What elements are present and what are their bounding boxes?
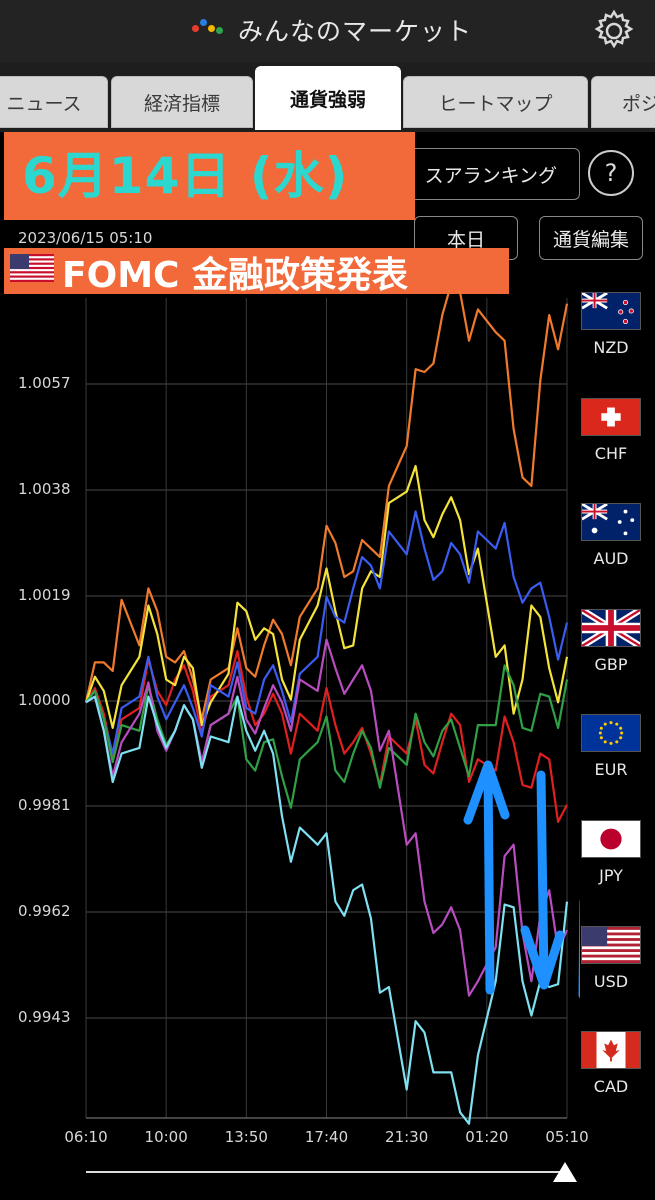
app-logo-icon	[190, 19, 226, 39]
currency-item-gbp[interactable]: GBP	[580, 609, 642, 674]
au-flag-icon	[581, 503, 641, 541]
date-banner	[4, 132, 415, 220]
us-flag-icon	[581, 926, 641, 964]
tab-label: ポジ	[622, 92, 655, 115]
x-tick-label: 21:30	[385, 1128, 429, 1146]
tab-economic-indicators[interactable]: 経済指標	[111, 76, 253, 128]
currency-code: GBP	[594, 655, 628, 674]
timestamp: 2023/06/15 05:10	[18, 229, 153, 247]
event-banner	[4, 248, 509, 294]
us-flag-icon	[10, 254, 54, 282]
x-tick-label: 17:40	[304, 1128, 349, 1146]
tab-positions[interactable]: ポジ	[591, 76, 655, 128]
x-tick-label: 13:50	[224, 1128, 268, 1146]
series-line-aud	[84, 464, 569, 729]
x-tick-label: 01:20	[465, 1128, 509, 1146]
currency-code: EUR	[594, 760, 628, 779]
nz-flag-icon	[581, 292, 641, 330]
series-line-cad	[85, 695, 569, 1125]
currency-item-cad[interactable]: CAD	[580, 1031, 642, 1096]
currency-item-jpy[interactable]: JPY	[580, 820, 642, 885]
tab-label: ニュース	[6, 92, 82, 115]
series-line-gbp	[85, 510, 569, 755]
y-tick-label: 0.9962	[18, 902, 71, 920]
x-tick-label: 06:10	[64, 1128, 108, 1146]
time-slider-track[interactable]	[86, 1171, 566, 1173]
currency-code: CAD	[593, 1077, 629, 1096]
eu-flag-icon	[581, 714, 641, 752]
edit-currencies-label: 通貨編集	[552, 228, 629, 251]
ranking-label: スアランキング	[424, 164, 557, 187]
y-tick-label: 1.0057	[18, 374, 71, 392]
date-label: 6月14日 (水)	[22, 147, 349, 205]
app-title: みんなのマーケット	[238, 17, 473, 46]
y-tick-label: 0.9943	[18, 1008, 71, 1026]
tab-heatmap[interactable]: ヒートマップ	[403, 76, 588, 128]
y-tick-label: 1.0000	[18, 691, 71, 709]
currency-strength-chart	[84, 290, 580, 1125]
gb-flag-icon	[581, 609, 641, 647]
y-tick-label: 0.9981	[18, 796, 71, 814]
y-tick-label: 1.0038	[18, 480, 71, 498]
app-header: みんなのマーケット	[0, 0, 655, 62]
help-button[interactable]: ?	[588, 150, 634, 196]
currency-code: USD	[593, 972, 629, 991]
currency-item-nzd[interactable]: NZD	[580, 292, 642, 357]
currency-item-usd[interactable]: USD	[580, 926, 642, 991]
gear-icon[interactable]	[591, 8, 637, 54]
edit-currencies-button[interactable]: 通貨編集	[539, 216, 643, 260]
event-label: FOMC 金融政策発表	[62, 255, 408, 296]
ca-flag-icon	[581, 1031, 641, 1069]
tab-news[interactable]: ニュース	[0, 76, 108, 128]
help-icon: ?	[604, 159, 618, 187]
currency-item-eur[interactable]: EUR	[580, 714, 642, 779]
x-tick-label: 10:00	[144, 1128, 188, 1146]
currency-item-aud[interactable]: AUD	[580, 503, 642, 568]
tab-label: 経済指標	[143, 92, 220, 115]
up-arrow-annotation	[463, 760, 510, 995]
period-label: 本日	[446, 228, 485, 251]
down-arrow-annotation	[520, 770, 565, 990]
series-line-nzd	[84, 290, 569, 721]
currency-item-chf[interactable]: CHF	[580, 398, 642, 463]
currency-code: CHF	[594, 444, 628, 463]
tab-currency-strength[interactable]: 通貨強弱	[255, 66, 401, 130]
time-slider-thumb[interactable]	[553, 1162, 577, 1182]
x-tick-label: 05:10	[545, 1128, 589, 1146]
ch-flag-icon	[581, 398, 641, 436]
tab-label: 通貨強弱	[289, 88, 366, 111]
currency-code: JPY	[599, 866, 623, 885]
tab-bar: ニュース 経済指標 通貨強弱 ヒートマップ ポジ	[0, 62, 655, 132]
currency-code: AUD	[593, 549, 629, 568]
currency-code: NZD	[593, 338, 629, 357]
tab-label: ヒートマップ	[438, 92, 553, 115]
jp-flag-icon	[581, 820, 641, 858]
y-tick-label: 1.0019	[18, 586, 71, 604]
